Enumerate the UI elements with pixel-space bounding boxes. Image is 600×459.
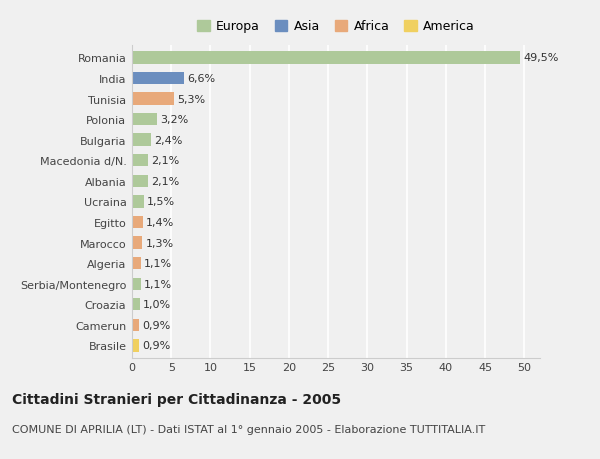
Bar	[132, 175, 148, 188]
Text: 5,3%: 5,3%	[177, 94, 205, 104]
Text: 0,9%: 0,9%	[142, 320, 170, 330]
Text: 2,1%: 2,1%	[152, 156, 180, 166]
Bar	[132, 257, 140, 270]
Bar	[132, 340, 139, 352]
Text: 2,4%: 2,4%	[154, 135, 182, 146]
Bar	[132, 134, 151, 146]
Bar	[132, 278, 140, 290]
Bar	[132, 196, 144, 208]
Bar	[132, 114, 157, 126]
Text: 6,6%: 6,6%	[187, 74, 215, 84]
Text: 1,3%: 1,3%	[145, 238, 173, 248]
Legend: Europa, Asia, Africa, America: Europa, Asia, Africa, America	[197, 21, 475, 34]
Bar	[132, 73, 184, 85]
Text: 1,4%: 1,4%	[146, 218, 175, 228]
Text: 1,0%: 1,0%	[143, 300, 171, 310]
Text: 0,9%: 0,9%	[142, 341, 170, 351]
Text: 3,2%: 3,2%	[160, 115, 188, 125]
Bar	[132, 52, 520, 64]
Text: 1,5%: 1,5%	[147, 197, 175, 207]
Text: 2,1%: 2,1%	[152, 176, 180, 186]
Bar	[132, 93, 173, 106]
Text: 1,1%: 1,1%	[144, 258, 172, 269]
Text: 49,5%: 49,5%	[524, 53, 559, 63]
Bar	[132, 155, 148, 167]
Bar	[132, 216, 143, 229]
Text: Cittadini Stranieri per Cittadinanza - 2005: Cittadini Stranieri per Cittadinanza - 2…	[12, 392, 341, 406]
Bar	[132, 298, 140, 311]
Text: COMUNE DI APRILIA (LT) - Dati ISTAT al 1° gennaio 2005 - Elaborazione TUTTITALIA: COMUNE DI APRILIA (LT) - Dati ISTAT al 1…	[12, 425, 485, 435]
Text: 1,1%: 1,1%	[144, 279, 172, 289]
Bar	[132, 237, 142, 249]
Bar	[132, 319, 139, 331]
